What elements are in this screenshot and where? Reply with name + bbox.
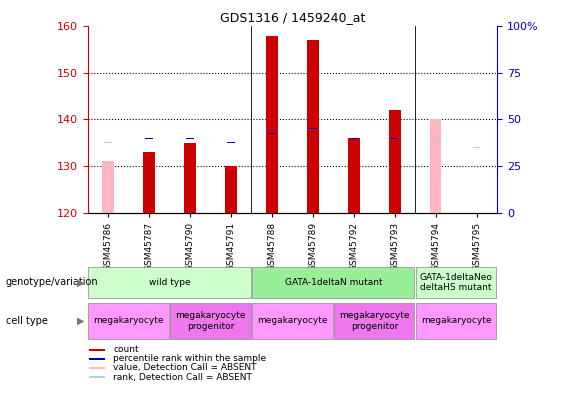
- Text: GATA-1deltaNeo
deltaHS mutant: GATA-1deltaNeo deltaHS mutant: [420, 273, 493, 292]
- Text: count: count: [114, 345, 139, 354]
- Text: GATA-1deltaN mutant: GATA-1deltaN mutant: [285, 278, 382, 287]
- Text: rank, Detection Call = ABSENT: rank, Detection Call = ABSENT: [114, 373, 253, 382]
- Bar: [184, 143, 195, 213]
- Bar: [391, 138, 398, 139]
- Bar: [307, 40, 319, 213]
- Bar: [432, 138, 440, 139]
- FancyBboxPatch shape: [88, 303, 169, 339]
- FancyBboxPatch shape: [252, 266, 415, 298]
- Bar: [309, 128, 316, 129]
- FancyBboxPatch shape: [170, 303, 251, 339]
- FancyBboxPatch shape: [88, 266, 251, 298]
- Bar: [225, 166, 237, 213]
- Text: ▶: ▶: [77, 316, 85, 326]
- Bar: [105, 142, 112, 143]
- Text: cell type: cell type: [6, 316, 47, 326]
- Bar: [89, 367, 105, 369]
- FancyBboxPatch shape: [252, 303, 333, 339]
- Text: megakaryocyte: megakaryocyte: [257, 316, 328, 326]
- Text: ▶: ▶: [77, 277, 85, 288]
- Bar: [350, 138, 358, 139]
- Bar: [430, 119, 441, 213]
- Bar: [186, 138, 194, 139]
- Bar: [144, 152, 155, 213]
- Text: genotype/variation: genotype/variation: [6, 277, 98, 288]
- Bar: [473, 147, 480, 148]
- Text: wild type: wild type: [149, 278, 190, 287]
- FancyBboxPatch shape: [416, 303, 497, 339]
- Text: megakaryocyte
progenitor: megakaryocyte progenitor: [175, 311, 246, 330]
- Bar: [348, 138, 359, 213]
- Text: value, Detection Call = ABSENT: value, Detection Call = ABSENT: [114, 363, 257, 373]
- Bar: [89, 349, 105, 351]
- Text: percentile rank within the sample: percentile rank within the sample: [114, 354, 267, 363]
- Bar: [89, 358, 105, 360]
- Bar: [145, 138, 153, 139]
- Text: megakaryocyte: megakaryocyte: [93, 316, 164, 326]
- Text: megakaryocyte
progenitor: megakaryocyte progenitor: [339, 311, 410, 330]
- FancyBboxPatch shape: [334, 303, 415, 339]
- Bar: [89, 376, 105, 378]
- Text: megakaryocyte: megakaryocyte: [421, 316, 492, 326]
- FancyBboxPatch shape: [416, 266, 497, 298]
- Bar: [266, 36, 277, 213]
- Bar: [268, 133, 276, 134]
- Title: GDS1316 / 1459240_at: GDS1316 / 1459240_at: [220, 11, 365, 24]
- Bar: [389, 110, 401, 213]
- Bar: [102, 161, 114, 213]
- Bar: [227, 142, 234, 143]
